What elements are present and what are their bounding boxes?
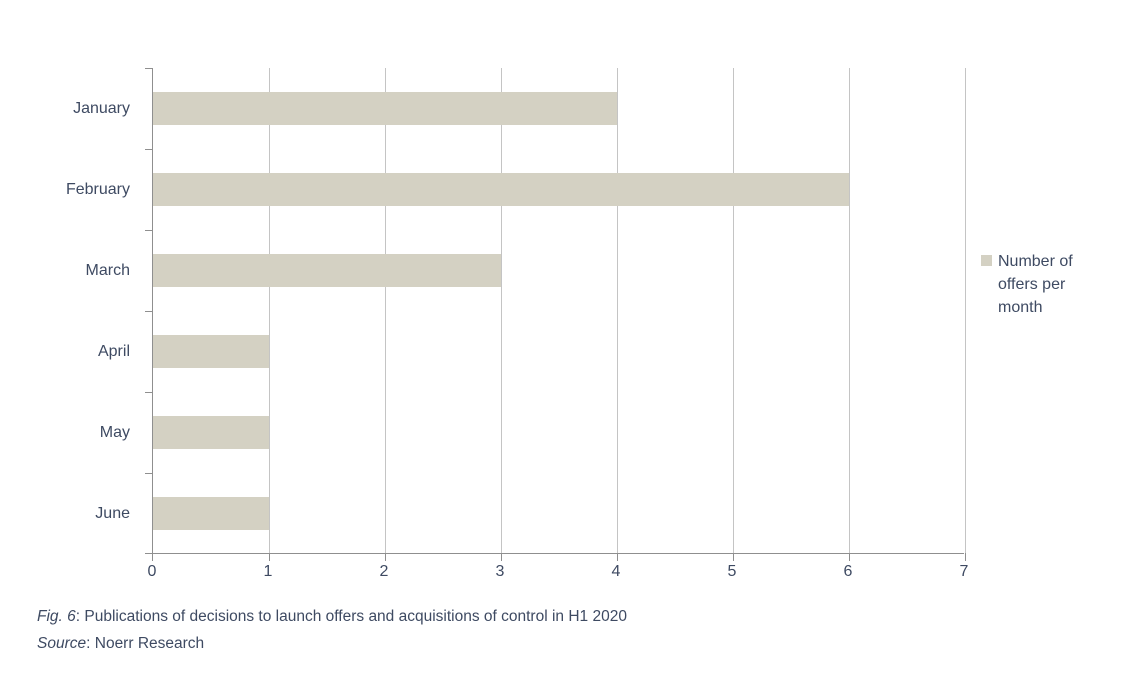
gridline-3 (500, 68, 502, 553)
y-tick-0 (145, 68, 153, 69)
x-tick-7 (964, 553, 966, 561)
gridline-1 (268, 68, 270, 553)
x-tick-label-2: 2 (379, 563, 389, 580)
y-tick-3 (145, 311, 153, 312)
caption-fig-label: Fig. 6 (37, 608, 76, 625)
x-tick-label-4: 4 (611, 563, 621, 580)
legend: Number of offers per month (981, 250, 1096, 319)
bar-january (153, 92, 617, 125)
x-tick-label-1: 1 (263, 563, 273, 580)
figure-caption: Fig. 6: Publications of decisions to lau… (37, 603, 627, 657)
x-tick-4 (616, 553, 618, 561)
x-tick-1 (268, 553, 270, 561)
gridline-6 (848, 68, 850, 553)
plot-area (145, 68, 966, 561)
bar-april (153, 335, 269, 368)
y-label-january: January (73, 99, 130, 117)
caption-source-separator: : (86, 635, 95, 652)
x-tick-label-5: 5 (727, 563, 737, 580)
bar-march (153, 254, 501, 287)
x-tick-5 (732, 553, 734, 561)
y-label-april: April (97, 342, 130, 360)
y-tick-5 (145, 473, 153, 474)
x-tick-3 (500, 553, 502, 561)
x-tick-0 (152, 553, 153, 561)
gridline-4 (616, 68, 618, 553)
caption-source-label: Source (37, 635, 87, 652)
x-tick-label-0: 0 (147, 563, 157, 580)
x-tick-label-7: 7 (959, 563, 969, 580)
caption-source-text: Noerr Research (94, 635, 205, 652)
bar-june (153, 497, 269, 530)
x-tick-label-6: 6 (843, 563, 853, 580)
y-tick-6 (145, 553, 153, 554)
y-label-march: March (85, 261, 130, 279)
y-label-february: February (65, 180, 130, 198)
caption-fig-text: Publications of decisions to launch offe… (84, 608, 627, 625)
y-label-june: June (95, 504, 130, 522)
legend-label: Number of offers per month (998, 253, 1073, 316)
y-tick-4 (145, 392, 153, 393)
bar-february (153, 173, 849, 206)
caption-line-source: Source: Noerr Research (37, 630, 627, 657)
x-tick-2 (384, 553, 386, 561)
caption-fig-separator: : (75, 608, 85, 625)
y-tick-2 (145, 230, 153, 231)
y-label-may: May (99, 423, 130, 441)
y-tick-1 (145, 149, 153, 150)
caption-line-figure: Fig. 6: Publications of decisions to lau… (37, 603, 627, 630)
gridline-5 (732, 68, 734, 553)
x-tick-6 (848, 553, 850, 561)
gridline-7 (964, 68, 966, 553)
gridline-2 (384, 68, 386, 553)
legend-marker-icon (981, 255, 992, 266)
bar-may (153, 416, 269, 449)
x-tick-label-3: 3 (495, 563, 505, 580)
